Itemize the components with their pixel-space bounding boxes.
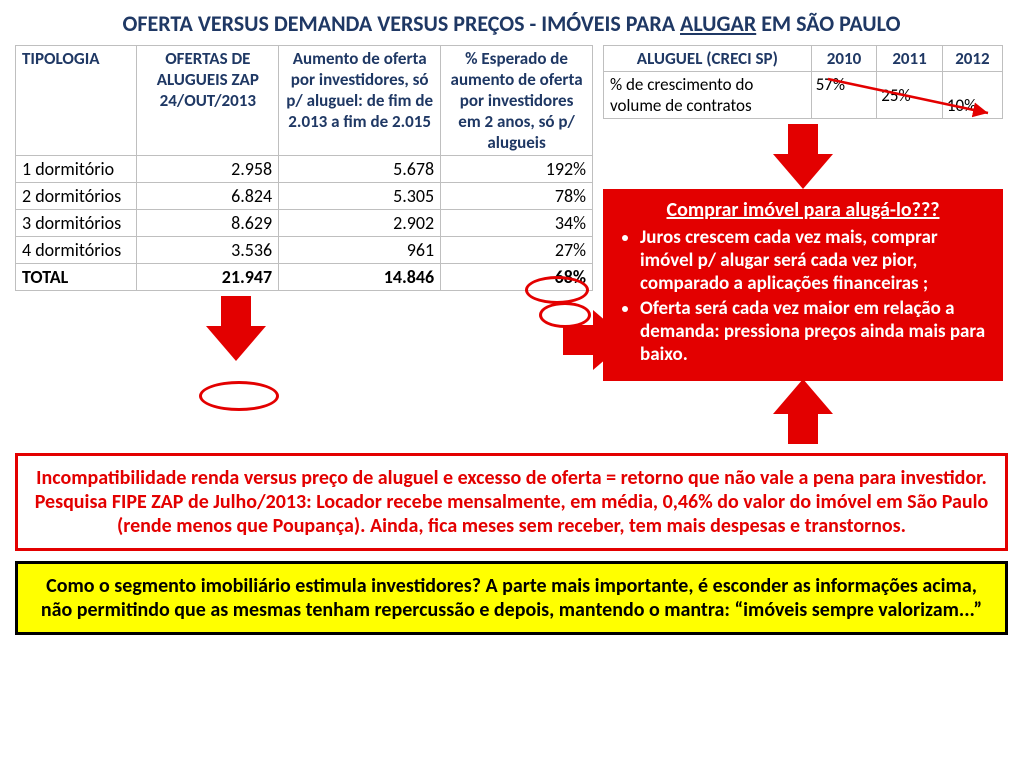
arrow-down-icon: [206, 326, 266, 361]
top-row: TIPOLOGIA OFERTAS DE ALUGUEIS ZAP 24/OUT…: [15, 45, 1008, 449]
main-table: TIPOLOGIA OFERTAS DE ALUGUEIS ZAP 24/OUT…: [15, 45, 593, 291]
cell: 6.824: [137, 183, 279, 210]
col-header-2010: 2010: [811, 46, 877, 72]
table-total-row: TOTAL 21.947 14.846 68%: [16, 264, 593, 291]
cell: 68%: [441, 264, 593, 291]
cell: 10%: [942, 72, 1002, 119]
cell: 5.678: [279, 156, 441, 183]
cell: 8.629: [137, 210, 279, 237]
cell: 78%: [441, 183, 593, 210]
cell-label: % de crescimento do volume de contratos: [604, 72, 812, 119]
cell: 25%: [877, 72, 943, 119]
right-column: ALUGUEL (CRECI SP) 2010 2011 2012 % de c…: [603, 45, 1003, 449]
arrow-down-container: [603, 119, 1003, 189]
col-header-2011: 2011: [877, 46, 943, 72]
title-pre: OFERTA VERSUS DEMANDA VERSUS PREÇOS - IM…: [123, 10, 681, 37]
highlight-circle-icon: [199, 381, 279, 411]
col-header-aumento: Aumento de oferta por investidores, só p…: [279, 46, 441, 156]
col-header-aluguel: ALUGUEL (CRECI SP): [604, 46, 812, 72]
red-box-title: Comprar imóvel para alugá-lo???: [618, 198, 988, 222]
cell: 21.947: [137, 264, 279, 291]
col-header-ofertas: OFERTAS DE ALUGUEIS ZAP 24/OUT/2013: [137, 46, 279, 156]
cell: 14.846: [279, 264, 441, 291]
table-row: 2 dormitórios 6.824 5.305 78%: [16, 183, 593, 210]
cell: TOTAL: [16, 264, 137, 291]
cell: 4 dormitórios: [16, 237, 137, 264]
col-header-percent: % Esperado de aumento de oferta por inve…: [441, 46, 593, 156]
cell: 1 dormitório: [16, 156, 137, 183]
title-post: EM SÃO PAULO: [756, 10, 900, 37]
red-box-list: Juros crescem cada vez mais, comprar imó…: [618, 226, 988, 366]
cell: 2 dormitórios: [16, 183, 137, 210]
yellow-callout-box: Como o segmento imobiliário estimula inv…: [15, 561, 1008, 635]
white-callout-box: Incompatibilidade renda versus preço de …: [15, 453, 1008, 551]
creci-table: ALUGUEL (CRECI SP) 2010 2011 2012 % de c…: [603, 45, 1003, 119]
col-header-2012: 2012: [942, 46, 1002, 72]
cell: 2.958: [137, 156, 279, 183]
cell: 3 dormitórios: [16, 210, 137, 237]
cell: 3.536: [137, 237, 279, 264]
left-column: TIPOLOGIA OFERTAS DE ALUGUEIS ZAP 24/OUT…: [15, 45, 593, 361]
table-row: 1 dormitório 2.958 5.678 192%: [16, 156, 593, 183]
cell: 2.902: [279, 210, 441, 237]
table-header-row: ALUGUEL (CRECI SP) 2010 2011 2012: [604, 46, 1003, 72]
arrow-up-icon: [773, 379, 833, 414]
page-title: OFERTA VERSUS DEMANDA VERSUS PREÇOS - IM…: [15, 10, 1008, 37]
cell: 961: [279, 237, 441, 264]
col-header-tipologia: TIPOLOGIA: [16, 46, 137, 156]
table-row: % de crescimento do volume de contratos …: [604, 72, 1003, 119]
arrow-up-container: [603, 379, 1003, 449]
table-header-row: TIPOLOGIA OFERTAS DE ALUGUEIS ZAP 24/OUT…: [16, 46, 593, 156]
cell: 27%: [441, 237, 593, 264]
cell: 5.305: [279, 183, 441, 210]
red-callout-box: Comprar imóvel para alugá-lo??? Juros cr…: [603, 189, 1003, 381]
table-row: 3 dormitórios 8.629 2.902 34%: [16, 210, 593, 237]
red-box-bullet: Oferta será cada vez maior em relação a …: [640, 297, 988, 366]
table-row: 4 dormitórios 3.536 961 27%: [16, 237, 593, 264]
cell: 57%: [811, 72, 877, 119]
title-underline: ALUGAR: [680, 10, 756, 37]
cell: 192%: [441, 156, 593, 183]
red-box-bullet: Juros crescem cada vez mais, comprar imó…: [640, 226, 988, 295]
arrow-down-container: [15, 291, 593, 361]
arrow-down-icon: [773, 154, 833, 189]
cell: 34%: [441, 210, 593, 237]
